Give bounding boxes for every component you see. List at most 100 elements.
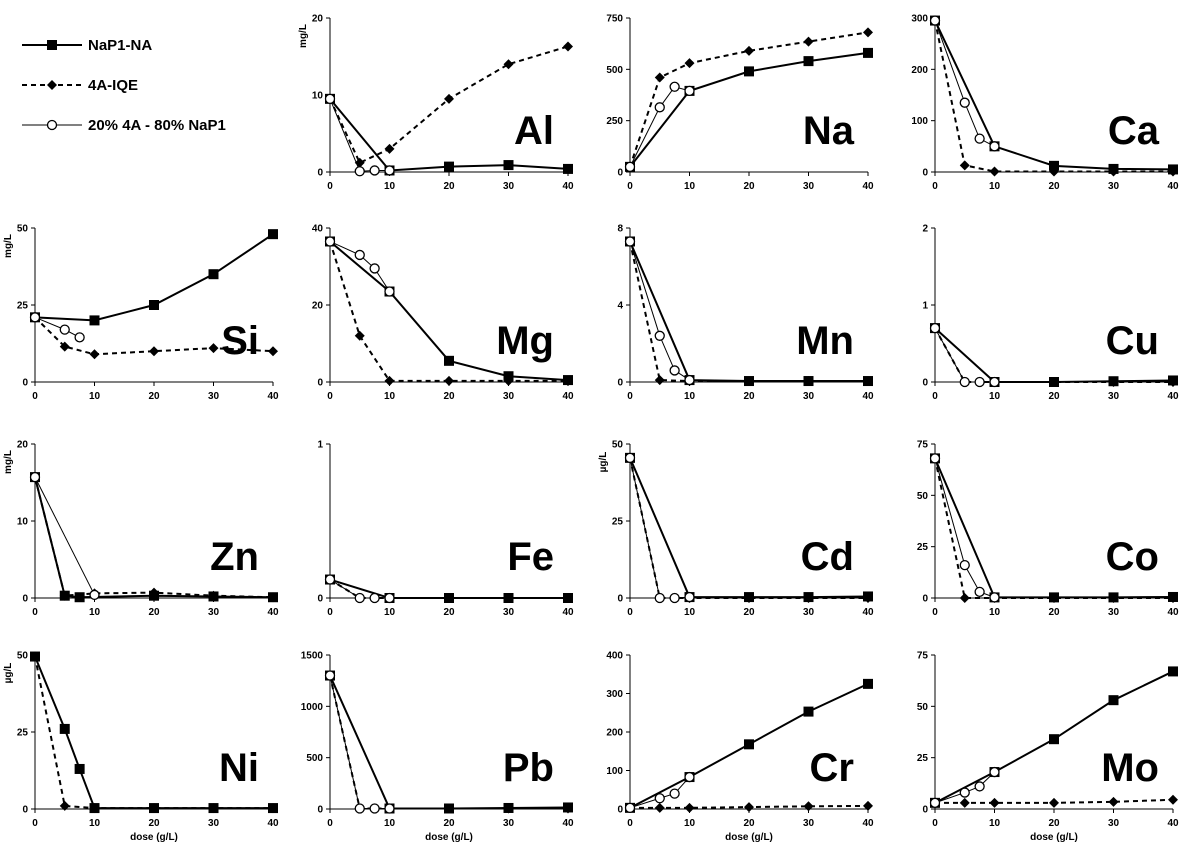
marker-diamond <box>863 27 873 38</box>
y-tick-label: 0 <box>617 805 623 816</box>
marker-diamond <box>989 166 1000 177</box>
x-tick-label: 10 <box>989 607 1001 618</box>
marker-diamond <box>444 803 454 814</box>
marker-square <box>1108 695 1119 706</box>
y-tick-label: 25 <box>917 753 929 764</box>
marker-diamond <box>803 593 814 603</box>
y-tick-label: 50 <box>917 491 929 502</box>
x-tick-label: 0 <box>627 391 633 402</box>
x-tick-label: 30 <box>503 607 515 618</box>
marker-circle <box>59 324 70 335</box>
marker-circle <box>624 161 636 173</box>
marker-circle <box>324 670 336 681</box>
y-tick-label: 50 <box>17 651 29 662</box>
panel-label: Fe <box>507 535 554 579</box>
x-tick-label: 10 <box>989 181 1001 192</box>
marker-diamond <box>1168 377 1178 387</box>
marker-square <box>444 161 454 172</box>
marker-diamond <box>268 346 278 357</box>
marker-circle <box>654 793 665 804</box>
marker-circle <box>669 365 680 376</box>
marker-diamond <box>354 330 365 341</box>
marker-diamond <box>354 157 365 168</box>
marker-circle <box>654 330 665 341</box>
marker-circle <box>974 376 985 388</box>
marker-circle <box>384 803 395 814</box>
panel-label: Mo <box>1101 746 1159 790</box>
x-tick-label: 40 <box>862 607 874 618</box>
y-tick-label: 0 <box>617 168 623 179</box>
marker-circle <box>989 592 1000 603</box>
y-tick-label: 75 <box>917 651 929 662</box>
marker-diamond <box>654 72 665 83</box>
y-tick-label: 0 <box>22 378 28 389</box>
marker-diamond <box>59 800 70 811</box>
x-tick-label: 0 <box>627 181 633 192</box>
marker-diamond <box>959 797 970 808</box>
x-tick-label: 10 <box>989 818 1001 829</box>
x-tick-label: 30 <box>208 607 220 618</box>
marker-circle <box>929 15 941 26</box>
marker-square <box>744 739 754 750</box>
series-line <box>934 20 995 147</box>
x-tick-label: 30 <box>503 391 515 402</box>
marker-circle <box>959 376 970 388</box>
marker-diamond <box>563 593 573 603</box>
marker-diamond <box>1108 593 1119 603</box>
x-tick-label: 30 <box>503 818 515 829</box>
marker-diamond <box>1049 797 1059 808</box>
x-tick-label: 20 <box>743 607 755 618</box>
marker-circle <box>959 97 970 108</box>
x-tick-label: 20 <box>443 181 455 192</box>
marker-square <box>444 355 454 366</box>
marker-diamond <box>149 803 159 814</box>
x-tick-label: 0 <box>327 607 333 618</box>
marker-square <box>208 269 219 280</box>
marker-circle <box>384 592 395 604</box>
y-tick-label: 0 <box>922 378 928 389</box>
series-line <box>629 86 690 168</box>
x-tick-label: 30 <box>803 391 815 402</box>
y-tick-label: 500 <box>306 753 323 764</box>
x-tick-label: 30 <box>1108 391 1120 402</box>
x-axis-label: dose (g/L) <box>1030 832 1078 843</box>
x-tick-label: 40 <box>267 607 279 618</box>
series-line <box>329 241 390 292</box>
x-tick-label: 30 <box>1108 181 1120 192</box>
y-tick-label: 0 <box>617 378 623 389</box>
marker-diamond <box>563 375 573 386</box>
y-tick-label: 1 <box>922 301 928 312</box>
x-tick-label: 30 <box>803 181 815 192</box>
y-tick-label: 0 <box>317 594 323 605</box>
legend-label: 4A-IQE <box>88 77 138 94</box>
y-tick-label: 250 <box>606 116 623 127</box>
x-tick-label: 40 <box>562 391 574 402</box>
x-tick-label: 20 <box>148 818 160 829</box>
series-line <box>934 458 995 598</box>
panel-label: Mg <box>496 319 554 363</box>
marker-circle <box>29 471 41 483</box>
series-line <box>629 31 869 168</box>
x-tick-label: 0 <box>627 607 633 618</box>
marker-circle <box>354 249 365 261</box>
legend-marker <box>46 119 58 131</box>
x-tick-label: 20 <box>1048 391 1060 402</box>
series-line <box>934 327 995 383</box>
marker-diamond <box>1049 377 1059 387</box>
marker-diamond <box>563 41 573 52</box>
marker-circle <box>974 781 985 792</box>
marker-diamond <box>1108 166 1119 177</box>
marker-diamond <box>503 803 514 814</box>
marker-square <box>74 592 85 603</box>
y-axis-label: mg/L <box>3 234 14 258</box>
marker-diamond <box>208 343 219 354</box>
marker-diamond <box>444 93 454 104</box>
x-tick-label: 40 <box>862 181 874 192</box>
x-tick-label: 30 <box>1108 607 1120 618</box>
panel-label: Zn <box>210 535 259 579</box>
x-tick-label: 40 <box>267 818 279 829</box>
marker-diamond <box>149 587 159 598</box>
marker-circle <box>324 236 336 247</box>
x-tick-label: 40 <box>1167 181 1179 192</box>
x-tick-label: 0 <box>932 181 938 192</box>
